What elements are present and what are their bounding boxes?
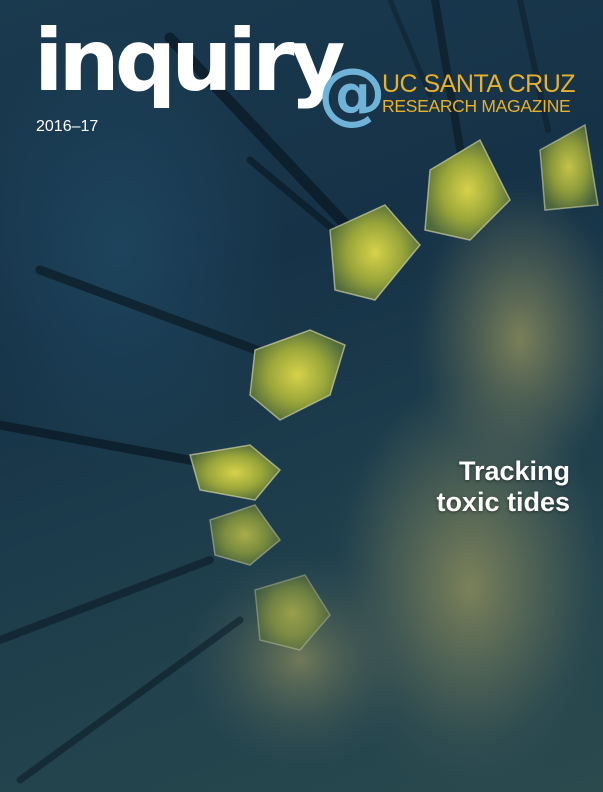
magazine-wordmark: inquiry xyxy=(34,11,345,111)
headline-line-2: toxic tides xyxy=(436,487,570,517)
colony-blur xyxy=(410,180,603,500)
institution-name: UC SANTA CRUZ xyxy=(382,70,576,98)
issue-year: 2016–17 xyxy=(36,118,99,135)
magazine-subtitle: RESEARCH MAGAZINE xyxy=(382,96,571,116)
cover-headline: Tracking toxic tides xyxy=(400,456,570,518)
at-symbol: @ xyxy=(318,54,386,133)
diatom-cells xyxy=(189,123,599,651)
headline-line-1: Tracking xyxy=(458,456,570,486)
diatom-spines xyxy=(0,0,548,780)
colony-blur xyxy=(180,550,420,770)
